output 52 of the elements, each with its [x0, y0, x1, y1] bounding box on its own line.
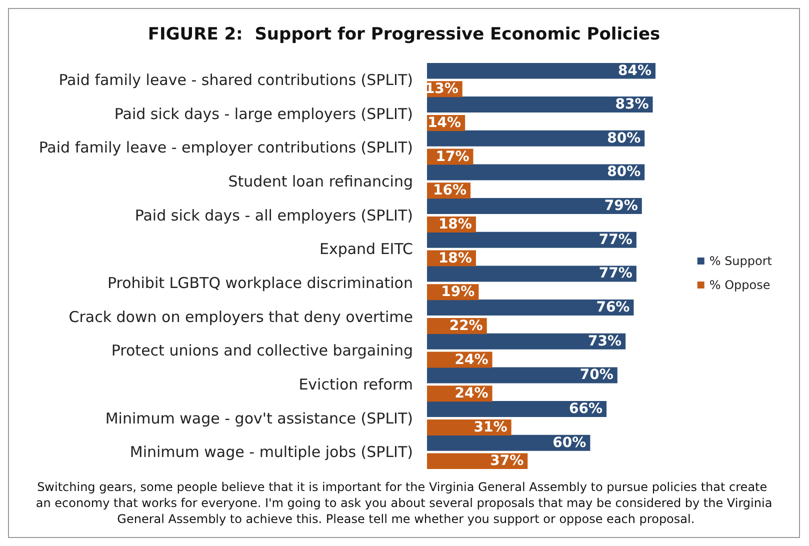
data-label: 18% — [438, 250, 472, 266]
bar — [427, 300, 634, 316]
data-label: 60% — [552, 434, 586, 451]
legend-label: % Support — [709, 254, 772, 268]
text: Switching gears, some people believe that it is important for the Virginia General Assembly to pursue policies that create an economy that works for everyone. I'm going to ask you about several proposals that may be considered by the Virginia General Assembly to achieve this. Please tell me whether you support or oppose each proposal. — [36, 480, 772, 526]
data-label: 22% — [449, 318, 483, 334]
bar — [427, 401, 607, 418]
data-label: 24% — [454, 352, 488, 368]
bar — [427, 164, 645, 180]
bar — [427, 367, 618, 384]
data-label: 79% — [604, 198, 638, 214]
chart-title: FIGURE 2: Support for Progressive Economic Policies — [148, 24, 660, 44]
data-label: 77% — [598, 232, 632, 248]
y-tick-label: Protect unions and collective bargaining — [111, 342, 413, 360]
data-label: 14% — [428, 114, 462, 131]
bar — [427, 333, 626, 350]
data-label: 77% — [598, 266, 632, 282]
legend-label: % Oppose — [709, 278, 770, 292]
data-label: 80% — [607, 130, 641, 146]
bar — [427, 266, 636, 282]
data-label: 70% — [580, 367, 614, 384]
y-tick-label: Paid sick days - all employers (SPLIT) — [134, 206, 413, 224]
bar — [427, 232, 636, 248]
data-label: 19% — [441, 284, 475, 300]
bar — [427, 96, 653, 113]
data-label: 66% — [569, 401, 603, 418]
data-label: 73% — [588, 333, 622, 350]
data-label: 31% — [474, 419, 508, 436]
data-label: 18% — [438, 216, 472, 232]
bar — [427, 63, 656, 79]
y-tick-label: Crack down on employers that deny overtime — [68, 308, 413, 326]
bar — [427, 434, 590, 451]
bar — [427, 198, 642, 214]
data-label: 13% — [424, 81, 458, 98]
data-label: 76% — [596, 300, 630, 316]
data-label: 80% — [607, 164, 641, 180]
y-tick-label: Paid family leave - employer contributions (SPLIT) — [38, 138, 413, 157]
data-label: 16% — [433, 182, 467, 199]
data-label: 84% — [618, 62, 652, 79]
y-tick-label: Paid family leave - shared contributions (SPLIT) — [58, 70, 413, 89]
y-tick-label: Eviction reform — [298, 375, 413, 394]
y-tick-label: Expand EITC — [319, 240, 413, 258]
y-tick-label: Paid sick days - large employers (SPLIT) — [114, 104, 413, 123]
y-tick-label: Minimum wage - gov't assistance (SPLIT) — [105, 409, 413, 428]
data-label: 24% — [454, 386, 488, 402]
y-tick-label: Student loan refinancing — [228, 172, 413, 190]
data-label: 37% — [490, 453, 524, 470]
y-tick-label: Prohibit LGBTQ workplace discrimination — [107, 274, 413, 292]
data-label: 17% — [436, 148, 470, 165]
bar — [427, 130, 645, 146]
data-label: 83% — [615, 96, 649, 113]
y-tick-label: Minimum wage - multiple jobs (SPLIT) — [130, 443, 413, 462]
